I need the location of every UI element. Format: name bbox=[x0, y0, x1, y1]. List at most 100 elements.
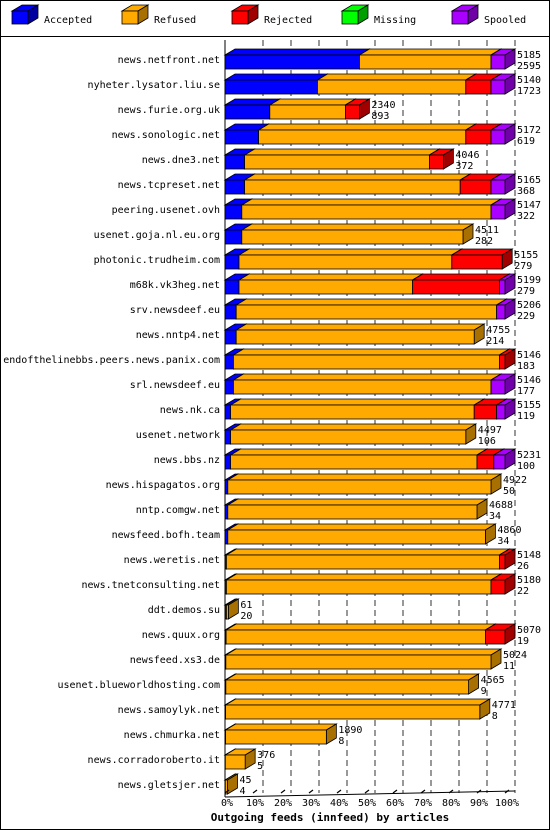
x-tick-mark-30 bbox=[308, 789, 314, 794]
bar-segment-accepted-top bbox=[223, 73, 329, 81]
bar-segment-refused-front bbox=[258, 129, 467, 145]
value-total: 376 bbox=[257, 750, 275, 761]
bar-segment-spooled bbox=[489, 73, 517, 95]
bar-segment-spooled bbox=[489, 123, 517, 145]
bar-segment-refused-front bbox=[238, 254, 453, 270]
bar-segment-refused bbox=[224, 623, 497, 645]
bar-segment-refused-top bbox=[257, 123, 478, 131]
bar-segment-refused bbox=[229, 398, 486, 420]
bar-segment-refused bbox=[234, 298, 509, 320]
legend-swatch-spooled-front bbox=[451, 10, 469, 25]
legend-label-spooled: Spooled bbox=[484, 15, 526, 26]
bar-segment-refused-top bbox=[224, 698, 492, 706]
y-label: news.sonologic.net bbox=[112, 130, 220, 141]
bar-segment-refused bbox=[224, 673, 481, 695]
value-accepted: 9 bbox=[481, 686, 487, 697]
bar-segment-refused bbox=[240, 198, 503, 220]
bar-segment-accepted-front bbox=[224, 479, 229, 495]
bar-segment-accepted-front bbox=[224, 454, 231, 470]
y-label: usenet.blueworldhosting.com bbox=[57, 680, 220, 691]
x-tick-label-50: 50% bbox=[358, 798, 376, 809]
y-label: srv.newsdeef.eu bbox=[130, 305, 220, 316]
bar-segment-refused-front bbox=[225, 654, 492, 670]
x-tick-mark-40 bbox=[336, 789, 342, 794]
bar-segment-refused-front bbox=[232, 354, 500, 370]
value-accepted: 34 bbox=[489, 511, 501, 522]
value-accepted: 19 bbox=[517, 636, 529, 647]
value-accepted: 322 bbox=[517, 211, 535, 222]
value-total: 5231 bbox=[517, 450, 541, 461]
value-total: 2340 bbox=[371, 100, 395, 111]
y-label: news.bbs.nz bbox=[154, 455, 220, 466]
value-total: 45 bbox=[240, 775, 252, 786]
x-tick-mark-60 bbox=[392, 789, 398, 794]
value-labels: 5185259551401723234089351726194046372516… bbox=[240, 50, 542, 797]
value-total: 4688 bbox=[489, 500, 513, 511]
bar-segment-refused bbox=[237, 273, 425, 295]
bar-row bbox=[223, 173, 517, 195]
x-tick-mark-70 bbox=[420, 789, 426, 794]
bar-segment-refused-top bbox=[357, 48, 503, 56]
bar-segment-accepted-front bbox=[224, 254, 240, 270]
value-accepted: 619 bbox=[517, 136, 535, 147]
bar-segment-refused-front bbox=[235, 329, 475, 345]
value-accepted: 279 bbox=[514, 261, 532, 272]
bar-segment-spooled bbox=[495, 398, 517, 420]
value-total: 5148 bbox=[517, 550, 541, 561]
y-label: photonic.trudheim.com bbox=[94, 255, 220, 266]
bar-segment-spooled-front bbox=[490, 79, 506, 95]
value-accepted: 368 bbox=[517, 186, 535, 197]
bar-segment-refused-front bbox=[241, 204, 492, 220]
x-tick-label-70: 70% bbox=[414, 798, 432, 809]
bar-segment-rejected bbox=[450, 248, 514, 270]
bar-segment-accepted-front bbox=[224, 154, 246, 170]
value-total: 5172 bbox=[517, 125, 541, 136]
bar-segment-rejected-front bbox=[498, 554, 506, 570]
value-accepted: 34 bbox=[497, 536, 509, 547]
bar-segment-rejected-front bbox=[459, 179, 492, 195]
bar-segment-refused-front bbox=[225, 579, 492, 595]
bar-segment-refused-top bbox=[224, 673, 481, 681]
value-accepted: 4 bbox=[240, 786, 246, 797]
bar-segment-refused-front bbox=[238, 279, 414, 295]
bar-segment-refused-top bbox=[229, 448, 489, 456]
bar-segment-refused bbox=[240, 223, 475, 245]
bar-segment-spooled bbox=[489, 373, 517, 395]
value-accepted: 8 bbox=[492, 711, 498, 722]
value-total: 4771 bbox=[492, 700, 516, 711]
x-tick-mark-100 bbox=[504, 789, 510, 794]
bar-row bbox=[223, 98, 371, 120]
bar-segment-accepted-front bbox=[224, 129, 259, 145]
bar-row bbox=[223, 773, 239, 795]
bar-row bbox=[223, 48, 517, 70]
bar-segment-accepted-front bbox=[224, 54, 360, 70]
bar-segment-refused bbox=[226, 498, 489, 520]
bar-segment-spooled-front bbox=[490, 54, 506, 70]
bar-segment-refused bbox=[224, 698, 492, 720]
bar-segment-refused bbox=[224, 648, 503, 670]
value-total: 4497 bbox=[478, 425, 502, 436]
bar-segment-spooled-front bbox=[490, 379, 506, 395]
bar-segment-rejected bbox=[343, 98, 371, 120]
value-total: 5165 bbox=[517, 175, 541, 186]
x-tick-label-40: 40% bbox=[330, 798, 348, 809]
bar-row bbox=[223, 648, 503, 670]
bar-segment-refused bbox=[226, 473, 503, 495]
y-label: endofthelinebbs.peers.news.panix.com bbox=[3, 355, 220, 366]
x-axis-line bbox=[224, 790, 516, 798]
bar-row bbox=[223, 598, 240, 620]
legend-label-rejected: Rejected bbox=[264, 15, 312, 26]
value-total: 4511 bbox=[475, 225, 499, 236]
bar-segment-refused-front bbox=[225, 704, 481, 720]
bar-segment-refused-top bbox=[224, 623, 497, 631]
bar-segment-refused-front bbox=[244, 179, 461, 195]
bar-segment-rejected-front bbox=[476, 454, 495, 470]
y-label: newsfeed.xs3.de bbox=[130, 655, 220, 666]
bar-segment-accepted-front bbox=[224, 79, 318, 95]
x-tick-mark-80 bbox=[448, 789, 454, 794]
bar-row bbox=[223, 323, 486, 345]
value-total: 4046 bbox=[455, 150, 479, 161]
bar-segment-refused-top bbox=[224, 723, 338, 731]
value-accepted: 372 bbox=[455, 161, 473, 172]
